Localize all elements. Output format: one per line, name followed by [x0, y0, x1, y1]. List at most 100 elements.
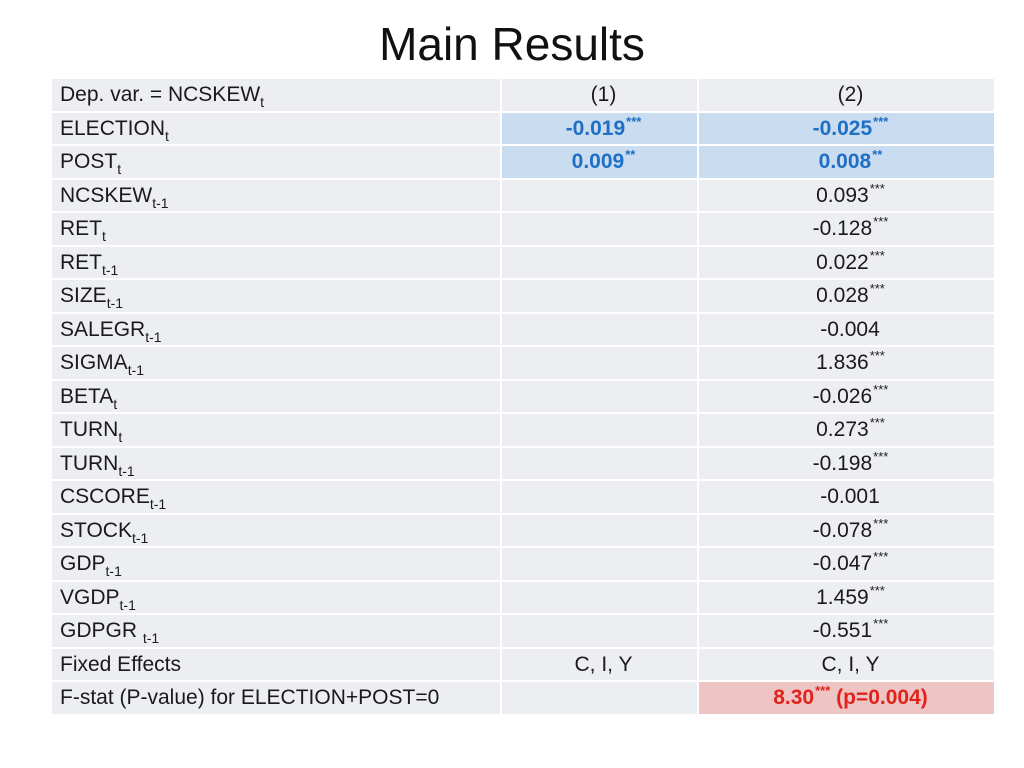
fstat-row: F-stat (P-value) for ELECTION+POST=0 8.30…	[52, 682, 994, 714]
variable-subscript: t	[118, 429, 123, 445]
coefficient-value: -0.026	[812, 384, 873, 408]
significance-stars: **	[625, 147, 636, 162]
coef-col2: 1.459***	[699, 581, 994, 613]
variable-subscript: t-1	[119, 596, 136, 613]
coefficient: 0.093***	[816, 182, 885, 207]
variable-label: TURN	[60, 451, 119, 475]
header-row: Dep. var. = NCSKEWt (1) (2)	[52, 79, 994, 111]
slide-title: Main Results	[379, 18, 645, 70]
variable-subscript: t-1	[152, 194, 169, 211]
variable-label: SIGMA	[60, 351, 128, 374]
coefficient-value: 0.273	[816, 418, 869, 441]
coef-col2: -0.128***	[699, 213, 994, 245]
table-row: RETt -0.128***	[52, 213, 994, 245]
variable-subscript: t-1	[105, 563, 122, 579]
coefficient-value: 0.022	[816, 250, 869, 274]
fixed-effects-row: Fixed Effects C, I, Y C, I, Y	[52, 648, 994, 680]
significance-stars: ***	[869, 348, 885, 363]
coef-col2: -0.047***	[699, 548, 994, 580]
header-label-sub: t	[260, 94, 265, 110]
coef-col1	[502, 615, 697, 647]
variable-name: RETt	[52, 213, 500, 245]
coef-col2: -0.004	[699, 313, 994, 345]
coef-col1	[502, 414, 697, 446]
variable-label: STOCK	[60, 518, 132, 542]
coef-col1	[502, 280, 697, 312]
coef-col2: 0.008**	[699, 146, 994, 178]
variable-name: SIZEt-1	[52, 280, 500, 312]
table-row: TURNt 0.273***	[52, 414, 994, 446]
variable-label: CSCORE	[60, 485, 150, 508]
variable-subscript: t	[165, 127, 169, 144]
fstat-label: F-stat (P-value) for ELECTION+POST=0	[52, 682, 500, 714]
variable-label: GDPGR	[60, 619, 143, 642]
variable-name: RETt-1	[52, 246, 500, 278]
fstat-value: 8.30*** (p=0.004)	[773, 684, 928, 709]
fixed-effects-col1: C, I, Y	[502, 648, 697, 680]
variable-subscript: t-1	[149, 496, 167, 512]
variable-name: NCSKEWt-1	[52, 179, 500, 211]
header-label: Dep. var. = NCSKEWt	[52, 79, 500, 111]
coefficient: -0.019***	[565, 115, 642, 140]
table-row: GDPt-1 -0.047***	[52, 548, 994, 580]
variable-label: POST	[60, 150, 118, 173]
coefficient: 0.273***	[816, 415, 885, 441]
coefficient: -0.551***	[812, 616, 889, 642]
table-row: BETAt -0.026***	[52, 380, 994, 412]
variable-subscript: t	[102, 228, 106, 244]
coefficient: -0.128***	[813, 215, 889, 240]
variable-subscript: t-1	[118, 462, 135, 479]
coefficient-value: -0.198	[812, 451, 873, 475]
coefficient: 0.009**	[572, 147, 636, 173]
variable-name: GDPt-1	[52, 548, 500, 580]
significance-stars: ***	[869, 415, 885, 430]
coefficient: 1.836***	[816, 348, 885, 374]
variable-subscript: t	[117, 161, 122, 177]
coef-col1: 0.009**	[502, 146, 697, 178]
variable-label: VGDP	[60, 585, 120, 609]
significance-stars: ***	[873, 616, 889, 631]
coefficient-value: -0.047	[812, 552, 873, 575]
coef-col1	[502, 380, 697, 412]
variable-label: ELECTION	[60, 116, 166, 140]
variable-label: TURN	[60, 418, 119, 441]
coefficient: -0.004	[820, 318, 881, 341]
coefficient-value: 0.028	[816, 284, 869, 307]
coef-col2: -0.025***	[699, 112, 994, 144]
variable-label: GDP	[60, 552, 106, 575]
coefficient-value: -0.078	[812, 518, 873, 542]
significance-stars: ***	[873, 381, 889, 397]
coef-col2: 0.028***	[699, 280, 994, 312]
variable-name: ELECTIONt	[52, 112, 500, 144]
coef-col1	[502, 581, 697, 613]
coef-col1	[502, 313, 697, 345]
table-row: NCSKEWt-1 0.093***	[52, 179, 994, 211]
coef-col2: 0.093***	[699, 179, 994, 211]
coef-col2: -0.026***	[699, 380, 994, 412]
results-table: Dep. var. = NCSKEWt (1) (2) ELECTIONt -0.…	[50, 77, 996, 716]
header-label-main: Dep. var. = NCSKEW	[60, 83, 261, 106]
coef-col1	[502, 514, 697, 546]
variable-name: SIGMAt-1	[52, 347, 500, 379]
variable-subscript: t-1	[142, 630, 160, 646]
variable-name: TURNt	[52, 414, 500, 446]
variable-subscript: t-1	[145, 328, 162, 345]
variable-label: RET	[60, 250, 102, 274]
variable-subscript: t-1	[106, 295, 124, 311]
fixed-effects-col2: C, I, Y	[699, 648, 994, 680]
table-row: GDPGR t-1 -0.551***	[52, 615, 994, 647]
fixed-effects-label: Fixed Effects	[52, 648, 500, 680]
coefficient-value: -0.019	[565, 116, 626, 140]
coefficient-value: 0.008	[818, 150, 872, 173]
variable-label: RET	[60, 217, 102, 240]
variable-name: CSCOREt-1	[52, 481, 500, 513]
variable-label: SIZE	[60, 284, 107, 307]
coefficient-value: -0.025	[812, 116, 873, 140]
coefficient-value: -0.551	[812, 619, 873, 642]
coefficient-value: -0.004	[820, 317, 880, 341]
table-row: SALEGRt-1 -0.004	[52, 313, 994, 345]
table-row: POSTt 0.009** 0.008**	[52, 146, 994, 178]
coefficient: -0.198***	[812, 448, 889, 475]
significance-stars: ***	[873, 448, 889, 464]
coefficient-value: 0.093	[816, 183, 869, 207]
